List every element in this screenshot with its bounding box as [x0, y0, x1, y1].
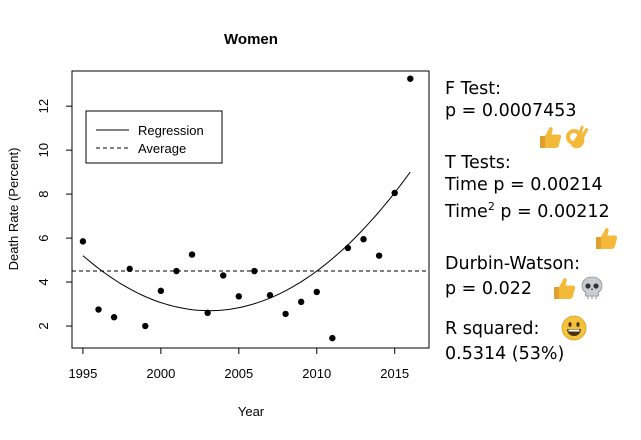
- legend: Regression Average: [85, 110, 223, 164]
- data-point: [391, 189, 398, 197]
- x-tick-label: 1995: [68, 366, 97, 381]
- data-point: [251, 267, 258, 275]
- data-point: [235, 293, 243, 300]
- legend-box: [85, 110, 223, 164]
- skull-icon: [579, 275, 605, 301]
- t-tests-icons: [445, 223, 641, 253]
- r-squared-label: R squared:: [445, 318, 540, 339]
- time-squared-p-value: Time2 p = 0.00212: [445, 196, 641, 223]
- data-point: [188, 251, 196, 258]
- data-point: [110, 314, 118, 321]
- plot-frame: [71, 70, 430, 349]
- thumbs-up-icon: [593, 225, 619, 251]
- durbin-watson-p-value: p = 0.022: [445, 278, 532, 299]
- durbin-watson-row: p = 0.022: [445, 275, 641, 303]
- time-squared-exponent: 2: [487, 200, 495, 213]
- data-point: [344, 244, 352, 252]
- regression-curve: [82, 171, 411, 312]
- data-point: [79, 238, 87, 245]
- r-squared-value: 0.5314 (53%): [445, 343, 565, 364]
- data-point: [173, 267, 180, 275]
- stats-panel: F Test: p = 0.0007453 T Tests: Time p = …: [445, 78, 641, 365]
- data-point: [95, 306, 102, 313]
- y-tick-label: 2: [36, 322, 51, 329]
- y-tick-label: 12: [36, 99, 51, 113]
- chart: Women 2 4 6 8 10 12 1995 2000 2005 2010 2015 Year…: [6, 31, 430, 419]
- time-squared-p: p = 0.00212: [494, 201, 610, 222]
- scatter-points: [79, 75, 414, 342]
- y-tick-label: 6: [36, 234, 51, 241]
- data-point: [157, 287, 165, 295]
- f-test-p-value: p = 0.0007453: [445, 101, 577, 121]
- time-squared-prefix: Time: [445, 201, 488, 222]
- data-point: [204, 309, 211, 317]
- y-axis-label: Death Rate (Percent): [6, 148, 21, 271]
- y-tick-label: 10: [36, 143, 51, 157]
- durbin-watson-label: Durbin-Watson:: [445, 253, 581, 274]
- regression-line: [82, 171, 411, 312]
- data-point: [282, 310, 289, 318]
- x-tick-label: 2015: [380, 366, 409, 381]
- data-point: [407, 75, 414, 82]
- r-squared-row: R squared:: [445, 315, 641, 343]
- data-point: [329, 334, 336, 342]
- ok-hand-icon: [565, 124, 591, 150]
- x-tick-label: 2000: [146, 366, 175, 381]
- data-point: [142, 322, 149, 330]
- x-tick-label: 2010: [302, 366, 331, 381]
- thumbs-up-icon: [537, 124, 563, 150]
- f-test-icons: [445, 122, 641, 152]
- thumbs-up-icon: [551, 275, 577, 301]
- data-point: [313, 288, 320, 296]
- x-axis: 1995 2000 2005 2010 2015: [68, 348, 409, 381]
- grinning-face-icon: [561, 315, 587, 341]
- data-point: [220, 272, 227, 279]
- data-point: [126, 265, 133, 273]
- x-tick-label: 2005: [224, 366, 253, 381]
- chart-title: Women: [224, 31, 278, 48]
- y-tick-label: 8: [36, 190, 51, 197]
- legend-average-label: Average: [138, 141, 186, 156]
- y-axis: 2 4 6 8 10 12: [36, 99, 72, 330]
- legend-regression-label: Regression: [138, 123, 204, 138]
- data-point: [375, 252, 383, 259]
- data-point: [360, 235, 367, 243]
- f-test-label: F Test:: [445, 79, 501, 99]
- y-tick-label: 4: [36, 278, 51, 285]
- x-axis-label: Year: [238, 404, 265, 419]
- t-tests-label: T Tests:: [445, 153, 511, 173]
- data-point: [266, 292, 274, 299]
- data-point: [297, 298, 305, 306]
- time-p-value: Time p = 0.00214: [445, 175, 603, 195]
